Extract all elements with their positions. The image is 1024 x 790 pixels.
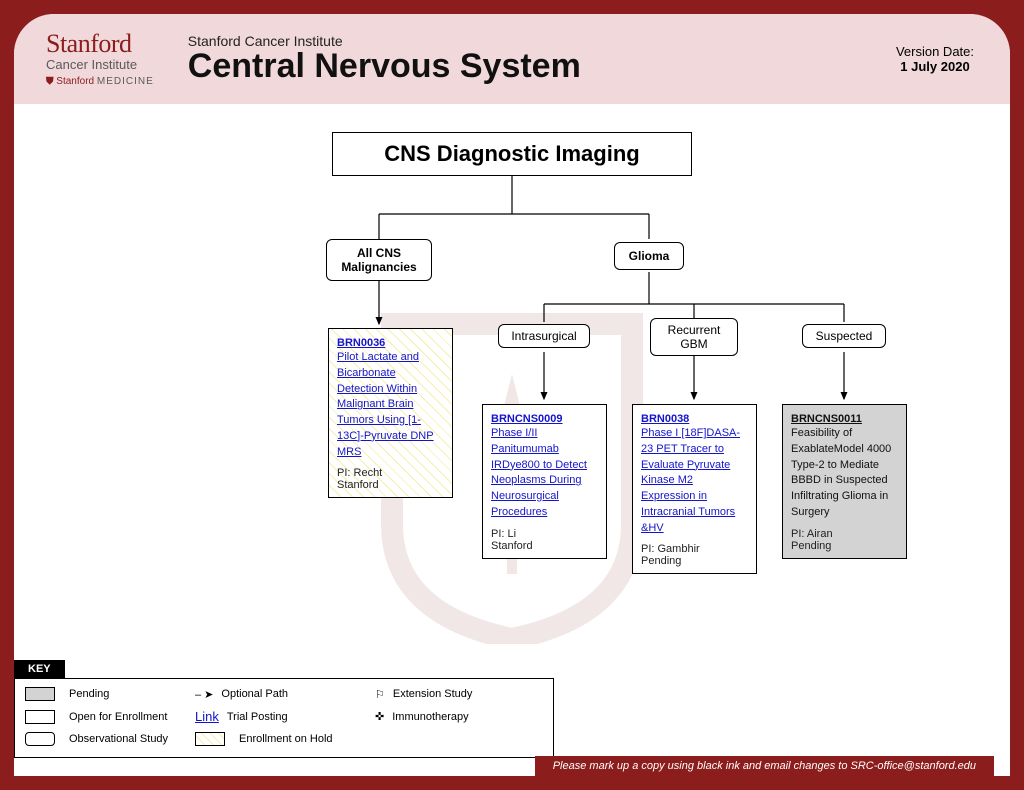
logo-line2: Cancer Institute xyxy=(46,58,154,72)
swatch-open-icon xyxy=(25,710,55,724)
flag-icon: ⚐ xyxy=(375,688,385,701)
cross-icon: ✜ xyxy=(375,710,384,723)
logo-line3-pre: Stanford xyxy=(56,76,94,87)
footer-note: Please mark up a copy using black ink an… xyxy=(535,756,994,776)
title-block: Stanford Cancer Institute Central Nervou… xyxy=(188,33,581,85)
trial-brncns0009[interactable]: BRNCNS0009 Phase I/II Panitumumab IRDye8… xyxy=(482,404,607,559)
key-hold: Enrollment on Hold xyxy=(239,733,333,745)
trial-brn0038[interactable]: BRN0038 Phase I [18F]DASA-23 PET Tracer … xyxy=(632,404,757,574)
category-glioma: Glioma xyxy=(614,242,684,270)
trial-brncns0011[interactable]: BRNCNS0011 Feasibility of ExablateModel … xyxy=(782,404,907,559)
outer-frame: Stanford Cancer Institute ⛊ Stanford MED… xyxy=(0,0,1024,790)
key-pending: Pending xyxy=(69,688,109,700)
subcat-intrasurgical: Intrasurgical xyxy=(498,324,590,348)
key-tab: KEY xyxy=(14,660,65,678)
category-allcns: All CNS Malignancies xyxy=(326,239,432,281)
key-obs: Observational Study xyxy=(69,733,168,745)
version-label: Version Date: xyxy=(896,44,974,59)
key-immuno: Immunotherapy xyxy=(392,711,468,723)
key-extension: Extension Study xyxy=(393,688,473,700)
trial-brn0036[interactable]: BRN0036 Pilot Lactate and Bicarbonate De… xyxy=(328,328,453,498)
swatch-hold-icon xyxy=(195,732,225,746)
trial-desc[interactable]: Phase I [18F]DASA-23 PET Tracer to Evalu… xyxy=(641,427,740,534)
trial-code-link[interactable]: BRN0038 xyxy=(641,413,689,425)
logo-line3: ⛊ Stanford MEDICINE xyxy=(46,77,154,88)
key-trial-posting: Trial Posting xyxy=(227,711,288,723)
key-box: Pending – ➤ Optional Path ⚐ Extension Stud… xyxy=(14,678,554,758)
trial-desc[interactable]: Phase I/II Panitumumab IRDye800 to Detec… xyxy=(491,427,587,518)
trial-pi: PI: LiStanford xyxy=(491,528,598,552)
inner-panel: Stanford Cancer Institute ⛊ Stanford MED… xyxy=(14,14,1010,776)
subcat-recurrent: Recurrent GBM xyxy=(650,318,738,356)
trial-pi: PI: GambhirPending xyxy=(641,543,748,567)
logo-block: Stanford Cancer Institute ⛊ Stanford MED… xyxy=(46,30,154,87)
flowchart-canvas: CNS Diagnostic Imaging All CNS Malignanc… xyxy=(14,104,1010,776)
key-open: Open for Enrollment xyxy=(69,711,167,723)
trial-desc[interactable]: Pilot Lactate and Bicarbonate Detection … xyxy=(337,351,434,458)
trial-desc: Feasibility of ExablateModel 4000 Type-2… xyxy=(791,427,891,518)
swatch-obs-icon xyxy=(25,732,55,746)
subcat-suspected: Suspected xyxy=(802,324,886,348)
version-date: 1 July 2020 xyxy=(896,59,974,74)
key-optional: Optional Path xyxy=(221,688,288,700)
trial-code-link[interactable]: BRNCNS0009 xyxy=(491,413,563,425)
header: Stanford Cancer Institute ⛊ Stanford MED… xyxy=(14,14,1010,104)
logo-line3-post: MEDICINE xyxy=(97,76,154,87)
trial-code: BRNCNS0011 xyxy=(791,413,862,425)
trial-code-link[interactable]: BRN0036 xyxy=(337,337,385,349)
swatch-pending-icon xyxy=(25,687,55,701)
version-block: Version Date: 1 July 2020 xyxy=(896,44,974,74)
trial-pi: PI: RechtStanford xyxy=(337,467,444,491)
root-node: CNS Diagnostic Imaging xyxy=(332,132,692,176)
trial-pi: PI: AiranPending xyxy=(791,528,898,552)
link-sample: Link xyxy=(195,709,219,724)
page-title: Central Nervous System xyxy=(188,49,581,85)
logo-line1: Stanford xyxy=(46,30,154,57)
dash-arrow-icon: – ➤ xyxy=(195,688,213,701)
